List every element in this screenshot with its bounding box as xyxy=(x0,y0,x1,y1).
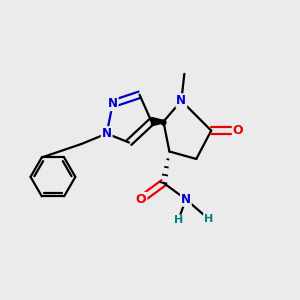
Text: O: O xyxy=(233,124,243,137)
Text: H: H xyxy=(174,215,183,225)
Text: N: N xyxy=(102,127,112,140)
Text: H: H xyxy=(204,214,213,224)
Text: N: N xyxy=(181,193,191,206)
Polygon shape xyxy=(152,118,164,126)
Text: N: N xyxy=(108,97,118,110)
Text: N: N xyxy=(176,94,186,107)
Text: O: O xyxy=(136,193,146,206)
